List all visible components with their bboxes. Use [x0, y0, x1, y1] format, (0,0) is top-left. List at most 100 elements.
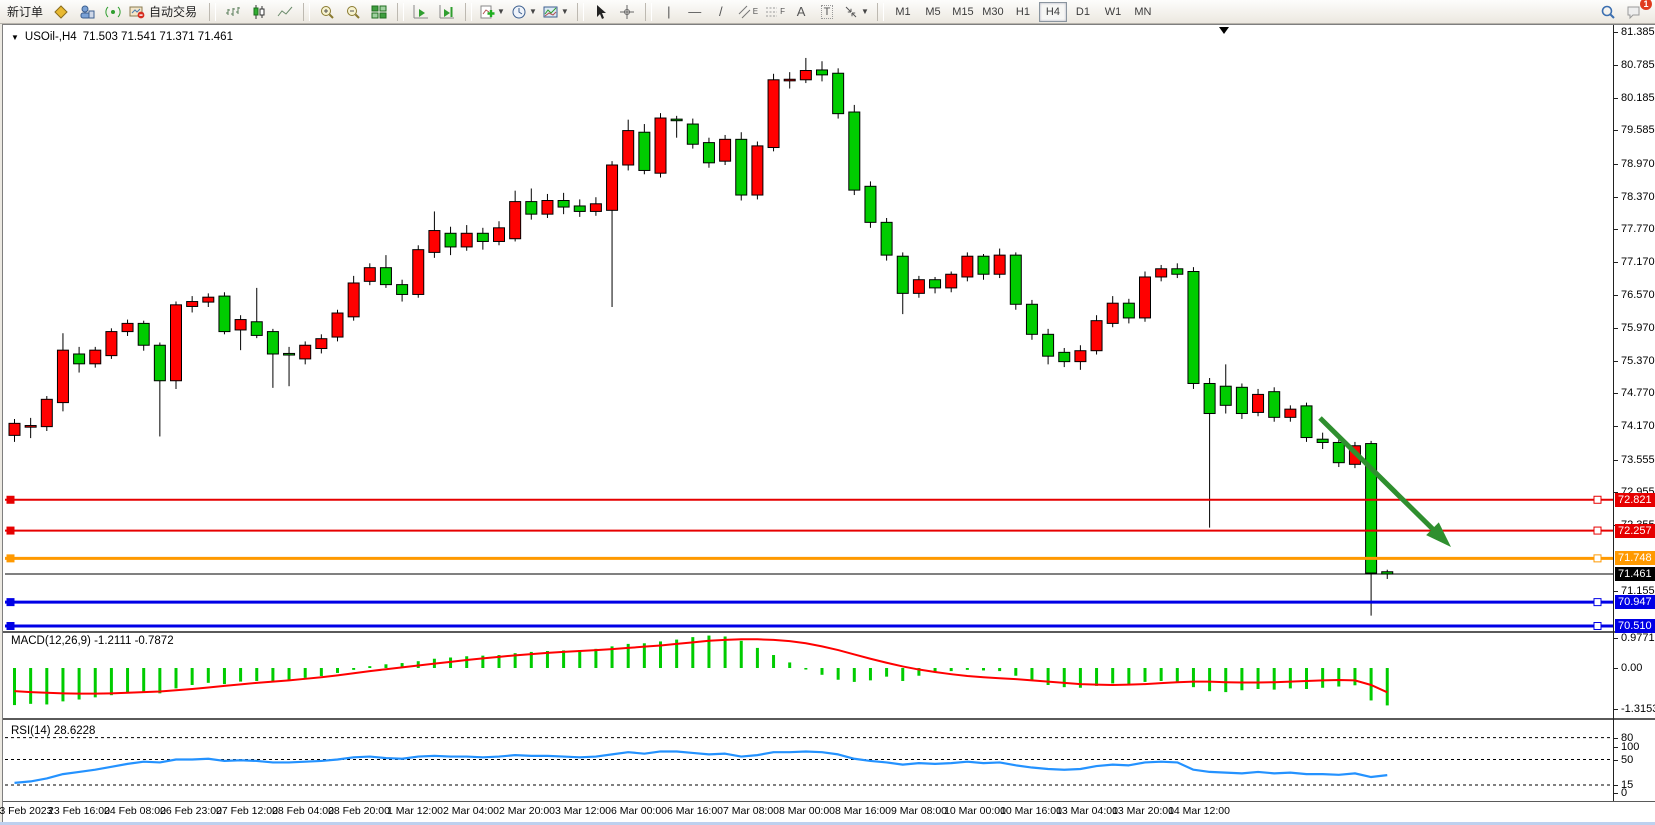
candle-body	[412, 249, 425, 295]
chart-shift-button[interactable]	[434, 1, 460, 23]
line-handle[interactable]	[1593, 526, 1602, 535]
terminal-icon-button[interactable]	[74, 1, 100, 23]
auto-trading-label: 自动交易	[149, 5, 198, 19]
line-handle[interactable]	[6, 554, 15, 563]
bar-chart-mode-button[interactable]	[220, 1, 246, 23]
candle-body	[121, 322, 134, 333]
new-order-button[interactable]: 新订单	[7, 5, 44, 19]
price-badge-72.257: 72.257	[1615, 523, 1655, 538]
price-tick-71.155-label: 71.155	[1621, 584, 1655, 597]
toolbar-separator	[876, 2, 884, 21]
fibonacci-tool[interactable]: F	[761, 1, 788, 23]
line-handle[interactable]	[1593, 554, 1602, 563]
line-handle[interactable]	[6, 621, 15, 630]
horizontal-lines	[5, 495, 1613, 630]
text-label-icon: T	[820, 4, 834, 19]
time-label: 8 Mar 00:00	[778, 805, 836, 817]
timeframe-m30-button[interactable]: M30	[982, 5, 1004, 18]
macd-axis--1.3153-tick	[1613, 708, 1618, 710]
candle-body	[977, 255, 990, 275]
chart-canvas[interactable]	[3, 25, 1655, 822]
timeframe-m5-button[interactable]: M5	[925, 5, 941, 18]
indicators-button[interactable]: ▼	[476, 1, 508, 23]
tile-windows-button[interactable]	[366, 1, 392, 23]
chart-shift-marker[interactable]	[1219, 27, 1229, 34]
timeframe-m1-button[interactable]: M1	[895, 5, 911, 18]
annotation-arrow-head[interactable]	[1426, 522, 1451, 547]
timeframe-d1-button[interactable]: D1	[1075, 5, 1090, 18]
rsi-label: RSI(14) 28.6228	[11, 725, 95, 737]
price-tick-81.385-label: 81.385	[1621, 26, 1655, 38]
time-label: 10 Mar 16:00	[1000, 805, 1062, 817]
candle-body	[1268, 391, 1281, 418]
line-chart-mode-button[interactable]	[272, 1, 298, 23]
candlestick-icon	[253, 4, 265, 19]
zoom-out-button[interactable]	[340, 1, 366, 23]
candle-body	[1090, 320, 1103, 352]
vertical-line-tool[interactable]: |	[667, 4, 671, 19]
time-label: 2 Mar 20:00	[498, 805, 556, 817]
crosshair-tool-button[interactable]	[614, 1, 640, 23]
candle-body	[1074, 350, 1087, 363]
annotation-arrow-shaft[interactable]	[1318, 416, 1448, 544]
periods-button[interactable]: ▼	[508, 1, 540, 23]
candle-body	[880, 221, 893, 256]
notifications-button[interactable]: 1	[1621, 0, 1652, 23]
line-handle[interactable]	[6, 598, 15, 607]
candlestick-mode-button[interactable]	[246, 1, 272, 23]
line-handle[interactable]	[1593, 495, 1602, 504]
chart-symbol-period: USOil-,H4	[24, 31, 77, 43]
zoom-in-button[interactable]	[314, 1, 340, 23]
line-handle[interactable]	[1593, 598, 1602, 607]
price-tick-77.170-tick	[1613, 262, 1618, 264]
timeframe-w1-button[interactable]: W1	[1104, 5, 1122, 18]
arrows-tool[interactable]: ▼	[840, 1, 872, 23]
channel-tool[interactable]: E	[734, 1, 761, 23]
rsi-axis-80-tick	[1613, 737, 1618, 739]
line-handle[interactable]	[6, 495, 15, 504]
candle-body	[557, 200, 570, 208]
auto-trading-button[interactable]: 自动交易	[126, 1, 204, 23]
search-button[interactable]	[1595, 1, 1621, 23]
line-handle[interactable]	[1593, 621, 1602, 630]
text-label-tool[interactable]: T	[814, 1, 840, 23]
trendline-tool[interactable]: /	[718, 4, 723, 19]
horizontal-line-tool[interactable]: —	[688, 4, 702, 19]
candle-body	[56, 349, 69, 404]
price-tick-75.370-label: 75.370	[1621, 354, 1655, 367]
templates-button[interactable]: ▼	[540, 1, 572, 23]
candle-body	[363, 267, 376, 282]
candle-body	[428, 230, 441, 253]
chat-bubble-icon	[1627, 6, 1640, 19]
timeframe-h1-button[interactable]: H1	[1015, 5, 1030, 18]
line-handle[interactable]	[6, 526, 15, 535]
candle-body	[202, 296, 215, 303]
panel-separator[interactable]	[3, 631, 1655, 633]
panel-separator[interactable]	[3, 718, 1655, 720]
timeframe-m15-button[interactable]: M15	[952, 5, 974, 18]
candle-body	[1300, 405, 1313, 439]
search-icon	[1601, 5, 1615, 19]
price-tick-75.370-tick	[1613, 360, 1618, 362]
text-tool[interactable]: A	[796, 4, 806, 19]
candle-body	[396, 284, 409, 295]
auto-scroll-button[interactable]	[408, 1, 434, 23]
clock-icon	[512, 5, 526, 18]
chevron-down-icon: ▼	[528, 7, 537, 16]
price-tick-74.170-tick	[1613, 426, 1618, 428]
price-tick-76.570-tick	[1613, 294, 1618, 296]
rsi-line	[14, 750, 1388, 784]
candle-body	[864, 185, 877, 223]
candle-body	[1332, 441, 1345, 464]
candle-body	[24, 425, 37, 428]
price-tick-77.170-label: 77.170	[1621, 256, 1655, 269]
signals-icon-button[interactable]	[100, 1, 126, 23]
timeframe-h4-button[interactable]: H4	[1038, 1, 1067, 22]
candle-body	[654, 117, 667, 174]
price-tick-74.170-label: 74.170	[1621, 420, 1655, 433]
timeframe-mn-button[interactable]: MN	[1134, 5, 1152, 18]
market-watch-icon[interactable]	[48, 1, 74, 23]
candle-body	[816, 69, 828, 76]
time-label: 6 Mar 16:00	[666, 805, 724, 817]
cursor-tool-button[interactable]	[588, 1, 614, 23]
